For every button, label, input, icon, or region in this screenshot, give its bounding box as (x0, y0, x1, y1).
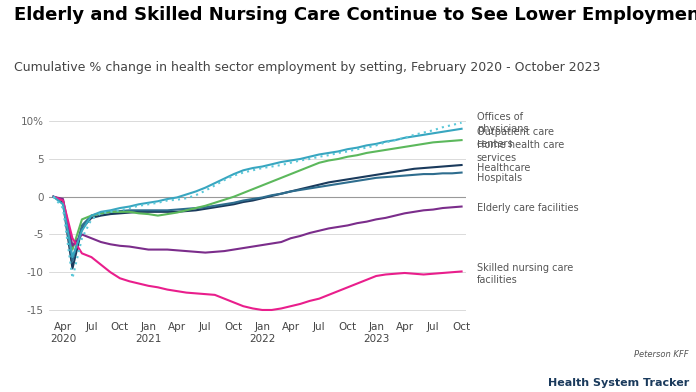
Text: Outpatient care
centers: Outpatient care centers (477, 127, 554, 149)
Text: Peterson KFF: Peterson KFF (635, 350, 689, 359)
Text: Elderly care facilities: Elderly care facilities (477, 203, 578, 213)
Text: Elderly and Skilled Nursing Care Continue to See Lower Employment: Elderly and Skilled Nursing Care Continu… (14, 6, 696, 24)
Text: Health System Tracker: Health System Tracker (548, 378, 689, 388)
Text: Skilled nursing care
facilities: Skilled nursing care facilities (477, 263, 573, 285)
Text: Healthcare: Healthcare (477, 163, 530, 173)
Text: Cumulative % change in health sector employment by setting, February 2020 - Octo: Cumulative % change in health sector emp… (14, 61, 600, 74)
Text: Hospitals: Hospitals (477, 173, 522, 183)
Text: Home health care
services: Home health care services (477, 140, 564, 163)
Text: Offices of
physicians: Offices of physicians (477, 112, 528, 134)
